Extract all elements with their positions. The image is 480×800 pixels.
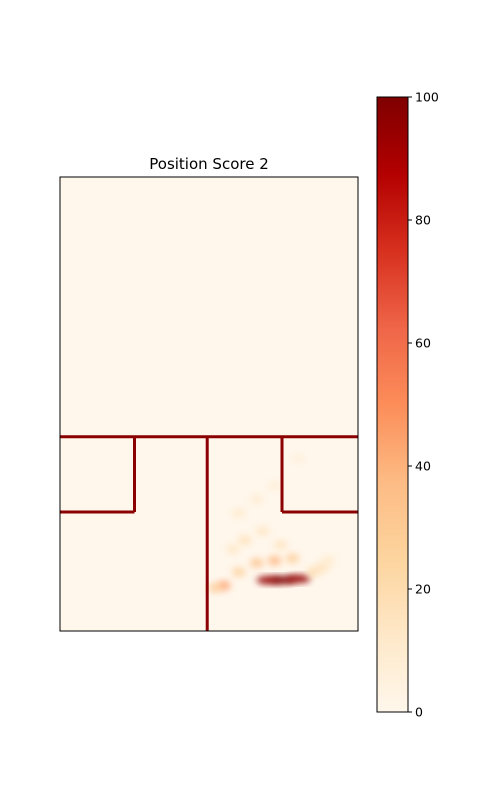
colorbar-tick-label: 100 <box>415 90 439 105</box>
chart-title: Position Score 2 <box>149 155 269 173</box>
heatmap-cell-17 <box>225 544 240 555</box>
colorbar <box>376 96 409 713</box>
heatmap-cell-10 <box>255 526 270 537</box>
heatmap-cell-9 <box>237 535 252 546</box>
heatmap-cell-6 <box>231 566 246 577</box>
heatmap-cell-19 <box>321 555 336 566</box>
heatmap-cell-5 <box>285 553 300 564</box>
colorbar-tick-label: 20 <box>415 582 431 597</box>
heatmap-cell-13 <box>231 507 246 518</box>
colorbar-tick-label: 0 <box>415 705 423 720</box>
court-lines <box>60 435 358 631</box>
plot-frame <box>59 176 359 632</box>
colorbar-ticks: 0 20 40 60 80 100 <box>408 90 439 720</box>
heatmap-cell-14 <box>249 494 264 505</box>
colorbar-tick-label: 80 <box>415 213 431 228</box>
colorbar-tick-label: 40 <box>415 459 431 474</box>
heatmap-cell-18 <box>273 539 288 550</box>
heatmap-cell-3 <box>249 557 264 568</box>
heatmap-cell-4 <box>267 555 282 566</box>
heatmap-hotspots <box>207 453 336 593</box>
heatmap-background <box>60 177 358 631</box>
heatmap-cell-16 <box>291 453 306 464</box>
colorbar-tick-label: 60 <box>415 336 431 351</box>
heatmap-cell-8 <box>207 582 222 593</box>
heatmap-cell-2 <box>286 574 311 583</box>
heatmap-cell-15 <box>267 480 282 491</box>
